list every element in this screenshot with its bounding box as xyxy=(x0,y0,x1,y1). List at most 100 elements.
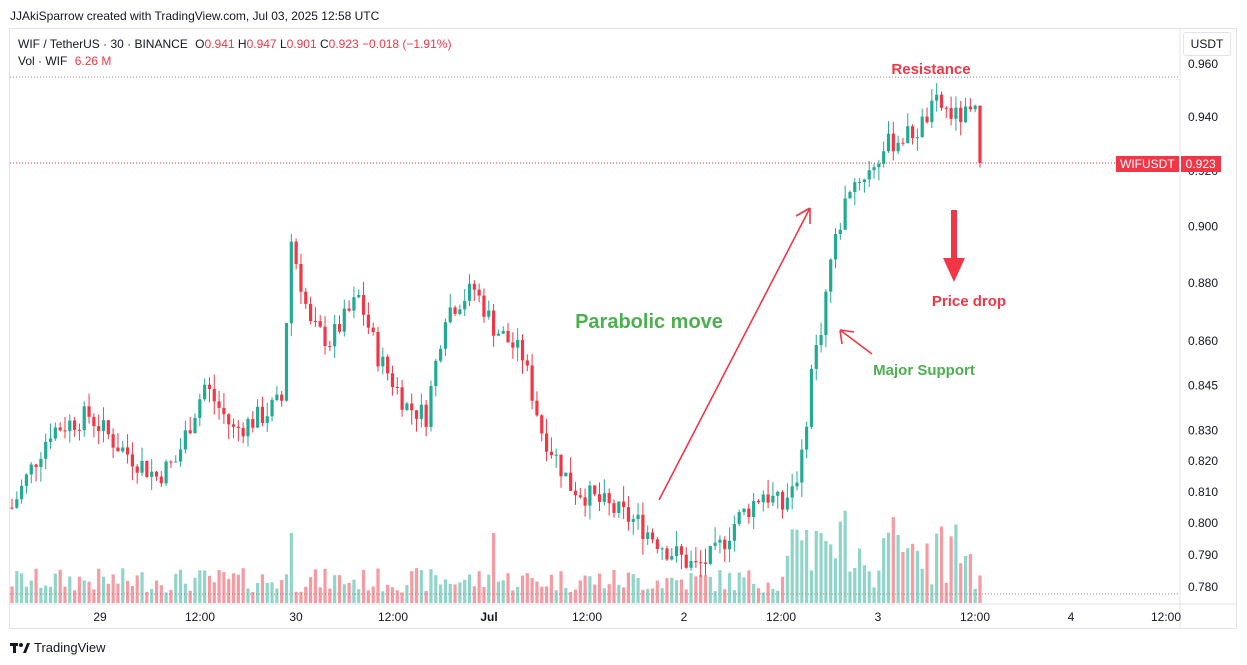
candle-body xyxy=(178,449,183,462)
candle-body xyxy=(978,105,982,163)
volume-bar xyxy=(853,567,857,603)
volume-label: Vol · WIF xyxy=(18,54,68,68)
volume-bar xyxy=(424,590,428,603)
candle-body xyxy=(525,360,529,366)
currency-button[interactable]: USDT xyxy=(1183,32,1231,56)
volume-bar xyxy=(270,582,274,603)
volume-bar xyxy=(617,584,621,603)
volume-bar xyxy=(646,588,650,603)
volume-bar xyxy=(838,521,842,603)
time-tick-label: 30 xyxy=(289,610,303,624)
volume-bar xyxy=(193,577,197,603)
candle-body xyxy=(516,339,520,348)
candle-body xyxy=(20,485,24,500)
volume-bar xyxy=(771,588,775,603)
volume-bar xyxy=(231,573,236,603)
candle-body xyxy=(776,491,780,496)
volume-bar xyxy=(588,576,592,603)
volume-bar xyxy=(520,575,525,603)
candle-body xyxy=(795,482,799,487)
volume-bar xyxy=(111,574,115,603)
candle-body xyxy=(877,163,881,168)
candle-body xyxy=(448,307,452,323)
volume-bar xyxy=(935,533,939,603)
candle-body xyxy=(92,416,96,427)
time-tick-label: Jul xyxy=(480,610,497,624)
candle-body xyxy=(973,105,977,110)
candle-body xyxy=(665,548,669,560)
candle-body xyxy=(949,108,953,119)
candle-body xyxy=(222,407,226,415)
candle-body xyxy=(270,399,274,417)
volume-bar xyxy=(34,568,38,603)
volume-bar xyxy=(482,586,486,603)
volume-bar xyxy=(121,568,125,603)
volume-bar xyxy=(337,575,342,603)
volume-bar xyxy=(809,570,814,603)
volume-bar xyxy=(400,592,404,603)
volume-bar xyxy=(694,576,698,603)
candle-body xyxy=(439,348,443,361)
candle-body xyxy=(299,263,303,292)
volume-bar xyxy=(381,591,385,603)
volume-bar xyxy=(858,548,862,603)
candle-body xyxy=(265,416,269,424)
volume-bar xyxy=(342,584,346,603)
support-arrow-head xyxy=(839,329,855,345)
price-tick-label: 0.830 xyxy=(1188,424,1218,438)
volume-row: Vol · WIF 6.26 M xyxy=(18,53,451,70)
candle-body xyxy=(82,406,86,431)
volume-bar xyxy=(97,568,101,603)
candle-body xyxy=(400,387,404,410)
volume-bar xyxy=(10,586,14,603)
candle-body xyxy=(747,508,751,518)
candle-body xyxy=(405,403,409,410)
candle-body xyxy=(901,142,905,144)
ohlc-row: WIF / TetherUS · 30 · BINANCE O0.941 H0.… xyxy=(18,36,451,53)
candle-body xyxy=(357,294,361,298)
volume-bar xyxy=(357,589,361,603)
volume-bar xyxy=(246,588,250,603)
candle-body xyxy=(458,309,462,314)
close-value: 0.923 xyxy=(328,37,359,51)
volume-bar xyxy=(559,571,563,603)
candle-body xyxy=(342,308,346,332)
candle-body xyxy=(689,560,693,568)
candle-body xyxy=(227,414,231,425)
volume-bar xyxy=(217,570,221,603)
candle-body xyxy=(198,399,202,418)
volume-bar xyxy=(670,577,674,603)
high-value: 0.947 xyxy=(246,37,277,51)
volume-bar xyxy=(742,577,746,603)
volume-bar xyxy=(328,588,332,603)
candle-body xyxy=(63,430,67,432)
tradingview-logo-icon xyxy=(10,642,30,653)
candles xyxy=(10,83,982,578)
volume-bar xyxy=(313,569,318,603)
volume-bar xyxy=(732,590,736,603)
candle-body xyxy=(607,493,611,504)
candle-body xyxy=(101,420,106,432)
symbol-label[interactable]: WIF / TetherUS · 30 · BINANCE xyxy=(18,37,188,51)
candle-body xyxy=(58,427,62,431)
volume-bar xyxy=(352,579,356,603)
candle-body xyxy=(390,373,395,388)
candle-body xyxy=(246,419,250,437)
candle-body xyxy=(641,514,645,539)
candle-body xyxy=(130,454,134,467)
chart-legend: WIF / TetherUS · 30 · BINANCE O0.941 H0.… xyxy=(18,36,451,70)
volume-bar xyxy=(106,583,110,603)
price-drop-arrow-head xyxy=(943,258,965,282)
volume-bar xyxy=(636,577,640,603)
candle-body xyxy=(203,384,207,400)
footer: TradingView xyxy=(10,640,106,655)
candle-body xyxy=(217,401,221,408)
volume-bar xyxy=(684,589,688,603)
candle-body xyxy=(429,386,433,428)
candle-body xyxy=(935,94,939,101)
change-value: −0.018 (−1.91%) xyxy=(362,37,452,51)
candle-body xyxy=(169,461,173,463)
candle-body xyxy=(867,170,871,180)
candle-body xyxy=(896,142,900,152)
